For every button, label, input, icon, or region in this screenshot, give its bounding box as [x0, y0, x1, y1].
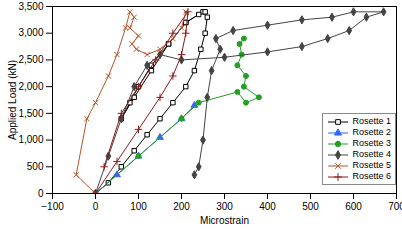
svg-text:0: 0 — [38, 188, 44, 199]
svg-text:3,500: 3,500 — [18, 1, 43, 12]
html-text:Rosette 2: Rosette 2 — [352, 127, 391, 137]
svg-text:2,500: 2,500 — [18, 54, 43, 65]
html-text:Rosette 5: Rosette 5 — [352, 160, 391, 170]
html-text:Rosette 4: Rosette 4 — [352, 149, 391, 159]
svg-text:500: 500 — [302, 201, 319, 212]
svg-text:0: 0 — [93, 201, 99, 212]
svg-text:2,000: 2,000 — [18, 81, 43, 92]
svg-text:700: 700 — [388, 201, 402, 212]
svg-text:3,000: 3,000 — [18, 27, 43, 38]
svg-text:Microstrain: Microstrain — [200, 215, 249, 226]
svg-text:100: 100 — [130, 201, 147, 212]
svg-text:500: 500 — [27, 161, 44, 172]
svg-text:Applied Load (kN): Applied Load (kN) — [7, 60, 18, 140]
html-text:Rosette 1: Rosette 1 — [352, 116, 391, 126]
html-text:Rosette 6: Rosette 6 — [352, 171, 391, 181]
svg-text:1,500: 1,500 — [18, 108, 43, 119]
svg-text:300: 300 — [216, 201, 233, 212]
html-text:Rosette 3: Rosette 3 — [352, 138, 391, 148]
svg-text:200: 200 — [173, 201, 190, 212]
svg-text:600: 600 — [345, 201, 362, 212]
svg-text:400: 400 — [259, 201, 276, 212]
svg-text:1,000: 1,000 — [18, 134, 43, 145]
svg-text:−100: −100 — [41, 201, 64, 212]
